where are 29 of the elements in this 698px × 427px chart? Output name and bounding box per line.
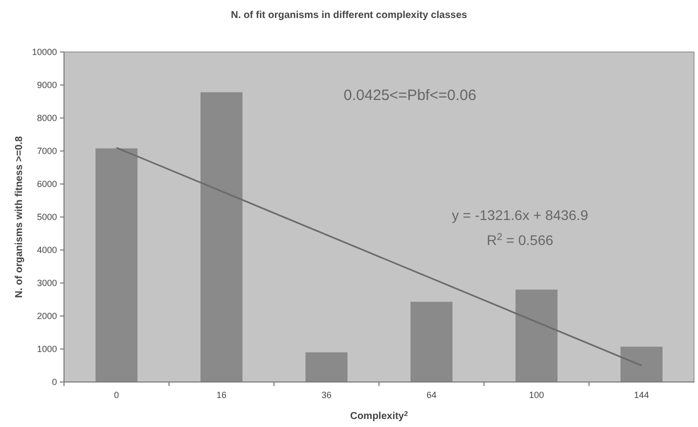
bar bbox=[200, 92, 242, 382]
bar bbox=[620, 346, 662, 382]
y-tick-label: 2000 bbox=[36, 311, 57, 322]
y-tick-label: 10000 bbox=[32, 47, 57, 58]
y-tick-label: 8000 bbox=[36, 113, 57, 124]
x-tick-label: 64 bbox=[426, 390, 437, 400]
x-tick-label: 100 bbox=[528, 390, 544, 400]
x-axis-title: Complexity$^{2}$ bbox=[350, 410, 408, 422]
y-tick-label: 6000 bbox=[36, 179, 57, 190]
bar bbox=[410, 302, 452, 382]
bar bbox=[306, 352, 348, 382]
y-tick-label: 5000 bbox=[36, 212, 57, 222]
y-tick-label: 9000 bbox=[36, 80, 57, 90]
x-tick-label: 0 bbox=[114, 390, 120, 400]
annotation: R$^{2}$ = 0.566 bbox=[486, 232, 554, 248]
y-axis-title: N. of organisms with fitness >=0.8 bbox=[14, 136, 25, 298]
y-tick-label: 7000 bbox=[36, 146, 57, 156]
x-tick-label: 16 bbox=[216, 390, 227, 400]
y-tick-label: 3000 bbox=[36, 278, 57, 288]
y-tick-label: 1000 bbox=[36, 344, 57, 354]
x-tick-label: 144 bbox=[634, 390, 650, 400]
bar bbox=[516, 290, 558, 382]
annotation: 0.0425<=Pbf<=0.06 bbox=[344, 87, 476, 104]
y-tick-label: 4000 bbox=[36, 245, 57, 256]
annotation: y = -1321.6x + 8436.9 bbox=[452, 207, 588, 223]
y-tick-label: 0 bbox=[52, 377, 57, 388]
chart-title: N. of fit organisms in different complexity classes bbox=[230, 10, 468, 21]
bar bbox=[96, 148, 138, 382]
x-tick-label: 36 bbox=[321, 390, 332, 400]
